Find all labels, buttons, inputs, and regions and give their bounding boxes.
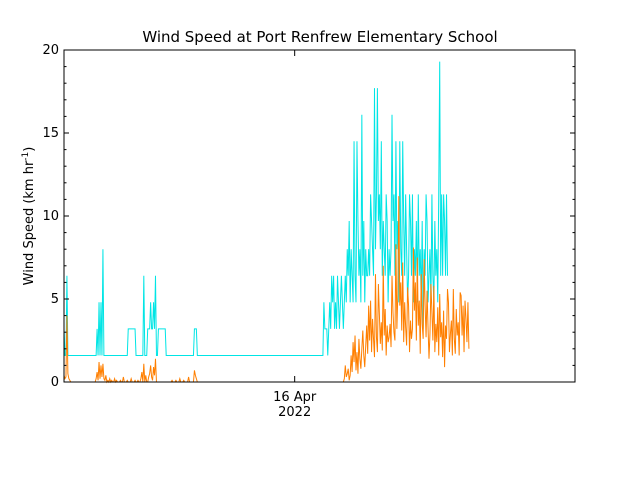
- y-axis: 0 5 10 15 20: [42, 43, 575, 390]
- y-tick-label: 15: [42, 126, 59, 141]
- y-tick-label: 10: [42, 209, 59, 224]
- x-tick-label-year: 2022: [278, 405, 311, 420]
- y-axis-label: Wind Speed (km hr-1): [21, 147, 37, 286]
- x-tick-label-date: 16 Apr: [273, 390, 317, 405]
- y-axis-label-prefix: Wind Speed (km hr: [22, 160, 37, 285]
- plot-frame: [63, 49, 576, 383]
- chart-title: Wind Speed at Port Renfrew Elementary Sc…: [142, 28, 497, 46]
- series-line-cyan: [63, 61, 448, 356]
- series-layer: [63, 61, 470, 384]
- y-tick-label: 5: [51, 292, 59, 307]
- y-tick-label: 20: [42, 43, 59, 58]
- y-axis-label-superscript: -1: [21, 152, 31, 161]
- y-axis-label-suffix: ): [22, 147, 37, 152]
- series-line-orange: [63, 196, 470, 384]
- y-tick-label: 0: [51, 375, 59, 390]
